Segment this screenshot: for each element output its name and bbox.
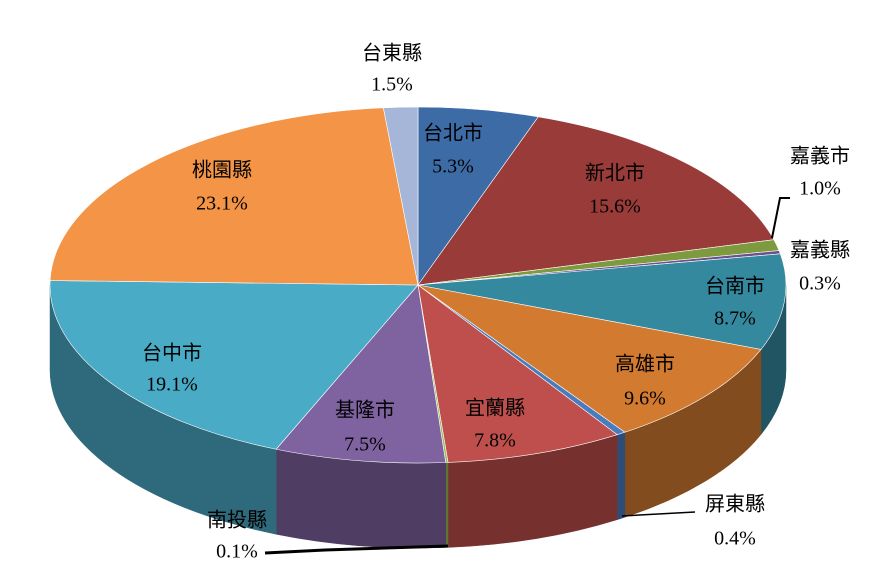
pie-slice [383,106,419,286]
pie-slice [417,253,787,350]
value-label: 9.6% [624,388,666,410]
labels: 台北市 5.3% 新北市 15.6% 嘉義市 1.0% 嘉義縣 0.3% 台南市 8.7% 高雄市 9… [142,42,850,563]
leader-line [621,511,696,517]
pie-slice [49,280,419,450]
value-label: 0.4% [714,528,756,550]
pie-side [275,448,446,549]
category-label: 宜蘭縣 [465,397,525,420]
pie-slice [275,284,447,464]
value-label: 7.5% [344,434,386,456]
value-label: 1.5% [371,74,413,96]
category-label: 台中市 [142,342,202,365]
leader-lines [264,197,790,555]
pie-sides [49,284,787,549]
pie-side [616,431,626,521]
value-label: 0.3% [799,273,841,295]
value-label: 1.0% [799,178,841,200]
pie-slice [417,116,775,286]
value-label: 0.1% [216,541,258,563]
value-label: 5.3% [432,156,474,178]
category-label: 嘉義縣 [790,239,850,262]
value-label: 8.7% [714,308,756,330]
category-label: 屏東縣 [705,493,765,516]
category-label: 嘉義市 [790,145,850,168]
category-label: 桃園縣 [192,159,252,182]
pie-tops [49,106,787,464]
category-label: 台南市 [705,275,765,298]
pie-slice [49,107,419,286]
category-label: 新北市 [585,162,645,185]
pie-slice [417,284,618,463]
value-label: 19.1% [146,374,198,396]
leader-line [264,544,449,555]
value-label: 7.8% [474,430,516,452]
category-label: 高雄市 [615,353,675,376]
pie-side [445,462,449,548]
category-label: 台東縣 [362,42,422,65]
category-label: 基隆市 [335,399,395,422]
value-label: 23.1% [196,193,248,215]
category-label: 南投縣 [207,509,267,532]
pie-slice [417,284,762,433]
category-label: 台北市 [423,122,483,145]
leader-line [771,197,790,239]
value-label: 15.6% [589,196,641,218]
